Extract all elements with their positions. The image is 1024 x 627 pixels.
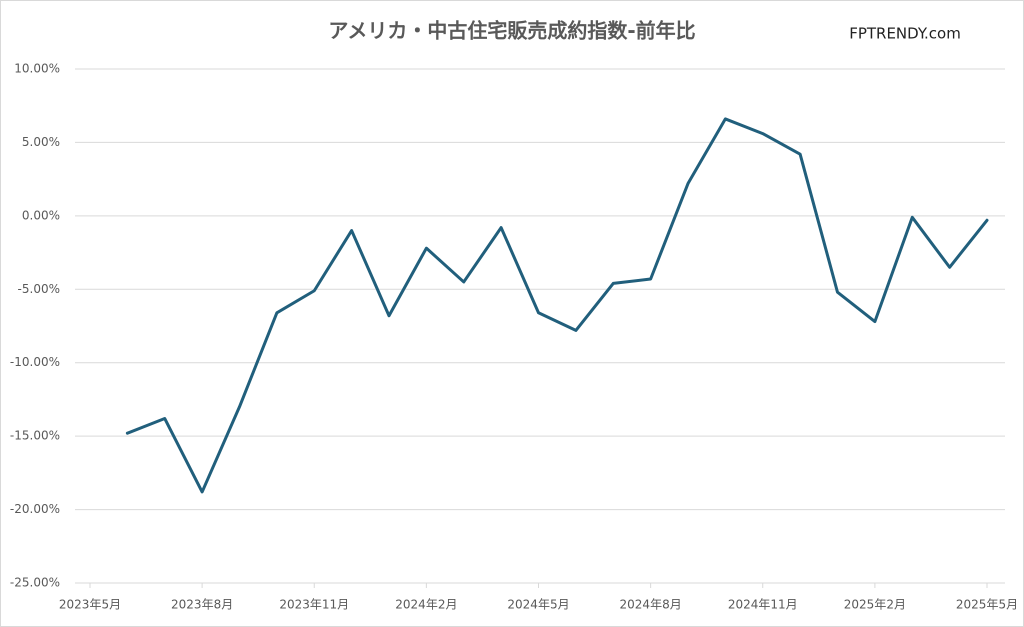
x-tick-label: 2024年8月 bbox=[620, 598, 682, 612]
y-tick-label: 5.00% bbox=[22, 135, 60, 149]
y-tick-label: -5.00% bbox=[18, 282, 60, 296]
x-tick-label: 2023年11月 bbox=[279, 598, 349, 612]
x-tick-label: 2025年2月 bbox=[844, 598, 906, 612]
x-tick-label: 2024年5月 bbox=[507, 598, 569, 612]
x-tick-label: 2025年5月 bbox=[956, 598, 1018, 612]
y-tick-label: -10.00% bbox=[10, 355, 60, 369]
chart-title: アメリカ・中古住宅販売成約指数-前年比 bbox=[328, 19, 695, 43]
y-tick-label: -20.00% bbox=[10, 502, 60, 516]
y-tick-label: 0.00% bbox=[22, 208, 60, 222]
y-tick-label: -15.00% bbox=[10, 429, 60, 443]
x-tick-label: 2023年8月 bbox=[171, 598, 233, 612]
y-tick-label: 10.00% bbox=[14, 62, 60, 76]
watermark: FPTRENDY.com bbox=[849, 25, 961, 43]
x-tick-label: 2024年11月 bbox=[728, 598, 798, 612]
x-tick-label: 2023年5月 bbox=[59, 598, 121, 612]
x-tick-label: 2024年2月 bbox=[395, 598, 457, 612]
y-tick-label: -25.00% bbox=[10, 576, 60, 590]
data-line bbox=[125, 117, 989, 494]
